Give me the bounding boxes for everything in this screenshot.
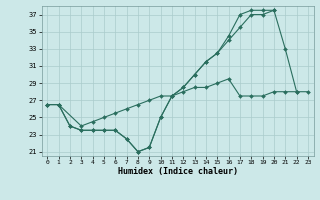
- X-axis label: Humidex (Indice chaleur): Humidex (Indice chaleur): [118, 167, 237, 176]
